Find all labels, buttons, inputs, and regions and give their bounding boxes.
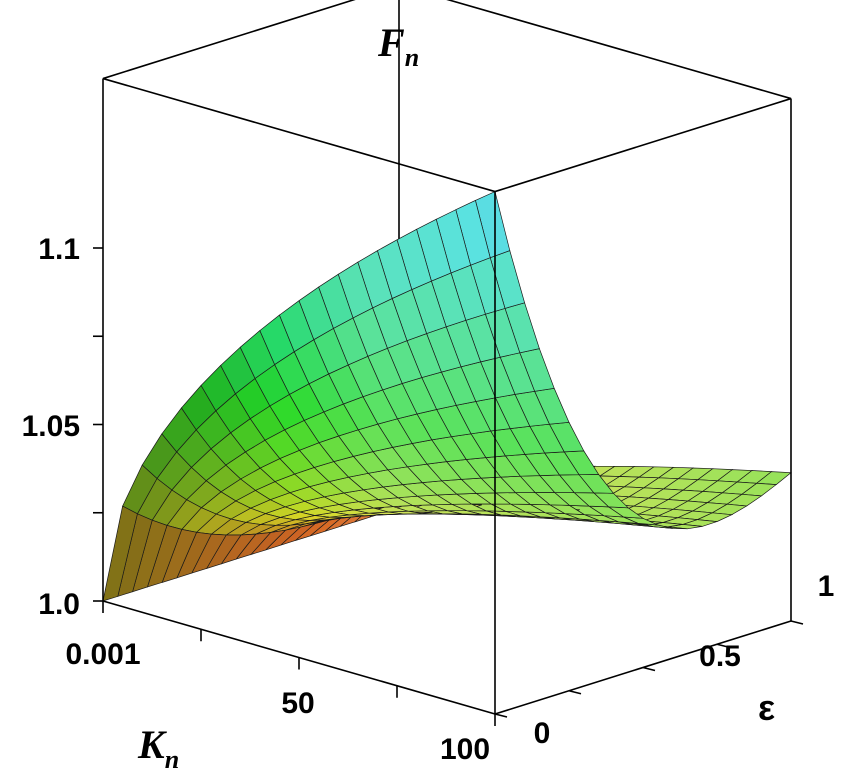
box-edge — [494, 97, 792, 193]
y-tick — [716, 643, 730, 649]
surface-cell — [102, 505, 138, 602]
y-tick-label: 0 — [534, 717, 551, 750]
surface-mesh — [102, 191, 792, 602]
y-tick-label: 0.5 — [699, 640, 741, 673]
y-tick — [568, 689, 582, 695]
z-axis-label: Fn — [377, 20, 419, 72]
plot-box-front — [102, 0, 792, 715]
box-edge — [102, 77, 496, 193]
z-tick-label: 1.0 — [38, 588, 80, 621]
y-axis-label: ε — [758, 687, 775, 728]
y-tick — [790, 620, 804, 625]
x-tick-label: 50 — [281, 687, 314, 720]
y-tick-label: 1 — [818, 570, 835, 603]
x-tick-label: 0.001 — [65, 638, 140, 671]
y-tick — [642, 666, 656, 672]
z-tick-label: 1.1 — [38, 233, 80, 266]
x-tick-label: 100 — [440, 733, 490, 766]
box-edge — [446, 0, 792, 100]
axis-ticks — [93, 247, 804, 726]
x-axis-label: Kn — [137, 722, 179, 774]
y-tick — [494, 713, 508, 718]
box-edge — [102, 0, 356, 80]
z-tick-label: 1.05 — [22, 410, 80, 443]
